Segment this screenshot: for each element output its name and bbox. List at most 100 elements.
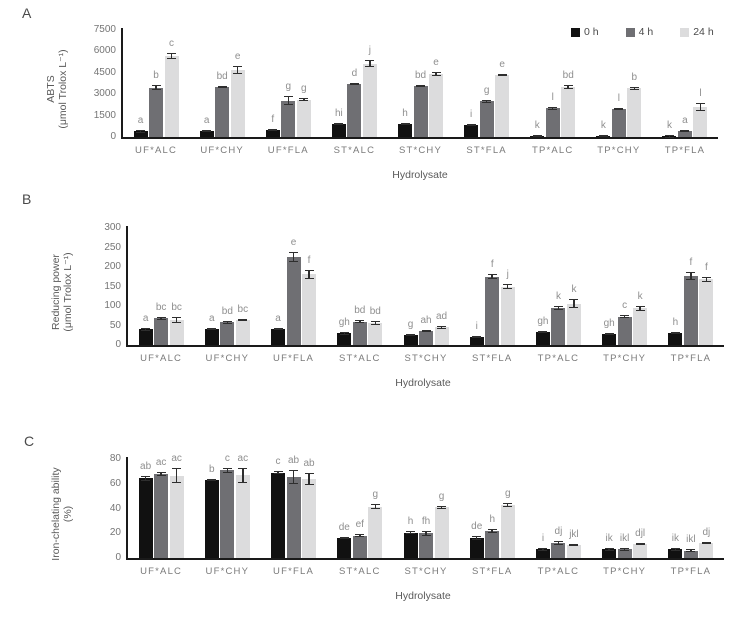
- sig-letter: ik: [605, 533, 613, 545]
- bar: [434, 327, 449, 345]
- error-bar: [553, 305, 563, 311]
- bar: [434, 507, 449, 558]
- sig-letter: a: [142, 313, 149, 325]
- error-bar: [635, 306, 645, 311]
- bar: [154, 473, 169, 558]
- sig-letter: k: [534, 119, 540, 131]
- panel-b-label: B: [22, 191, 32, 207]
- error-bar: [156, 471, 166, 476]
- sig-letter: a: [682, 114, 688, 126]
- error-bar: [222, 321, 232, 324]
- sig-letter: ac: [155, 456, 167, 468]
- bar: [693, 107, 708, 137]
- bar: [633, 543, 648, 558]
- sig-letter: ikl: [619, 533, 630, 545]
- bar: [677, 130, 692, 137]
- tick-label: 200: [104, 261, 121, 272]
- error-bar: [238, 318, 248, 322]
- error-bar: [635, 542, 645, 546]
- sig-letter: f: [307, 254, 311, 266]
- sig-letter: bd: [354, 305, 366, 317]
- sig-letter: e: [234, 50, 241, 62]
- bar: [485, 530, 500, 558]
- legend-swatch-4h-icon: [625, 27, 635, 37]
- error-bar: [233, 65, 243, 75]
- error-bar: [400, 122, 410, 126]
- error-bar: [167, 52, 177, 59]
- sig-letter: j: [368, 45, 371, 57]
- bar: [265, 129, 280, 137]
- category-label: ST*FLA: [466, 145, 507, 156]
- panel-b-x-axis-title: Hydrolysate: [395, 377, 451, 389]
- sig-letter: ab: [303, 457, 315, 469]
- sig-letter: hi: [334, 107, 343, 119]
- sig-letter: fh: [421, 515, 431, 527]
- bar: [347, 83, 362, 137]
- tick-label: 60: [109, 477, 121, 489]
- bar: [668, 549, 683, 558]
- category-label: UF*ALC: [140, 566, 183, 577]
- sig-letter: bc: [155, 301, 167, 313]
- sig-letter: gh: [537, 315, 549, 327]
- category-label: UF*FLA: [273, 566, 315, 577]
- error-bar: [563, 85, 573, 89]
- bar: [220, 470, 235, 558]
- bar: [627, 88, 642, 137]
- category-label: UF*ALC: [140, 353, 183, 364]
- bar: [235, 320, 250, 345]
- sig-letter: b: [209, 463, 215, 475]
- bar: [164, 55, 179, 137]
- error-bar: [482, 100, 492, 103]
- sig-letter: a: [209, 312, 215, 324]
- bar: [611, 109, 626, 137]
- sig-letter: de: [338, 521, 350, 533]
- error-bar: [497, 73, 507, 77]
- sig-letter: g: [407, 318, 414, 330]
- error-bar: [339, 331, 349, 335]
- sig-letter: gh: [338, 316, 350, 328]
- category-label: TP*ALC: [531, 145, 574, 156]
- error-bar: [370, 504, 380, 510]
- sig-letter: bc: [237, 303, 249, 315]
- sig-letter: f: [704, 262, 708, 274]
- error-bar: [503, 284, 513, 289]
- panel-c-x-axis-title: Hydrolysate: [395, 590, 451, 602]
- sig-letter: l: [551, 92, 554, 104]
- bar: [169, 320, 184, 345]
- sig-letter: de: [471, 521, 483, 533]
- error-bar: [604, 332, 614, 336]
- bar: [602, 549, 617, 558]
- error-bar: [289, 469, 299, 485]
- category-label: ST*FLA: [471, 353, 513, 364]
- category-label: TP*FLA: [670, 566, 712, 577]
- sig-letter: k: [600, 119, 606, 131]
- bar: [149, 87, 164, 137]
- panel-c-y-axis-title-line1: Iron-chelating ability: [50, 467, 62, 561]
- legend-item-24h: 24 h: [680, 26, 714, 38]
- legend-item-0h: 0 h: [571, 26, 599, 38]
- error-bar: [532, 134, 542, 138]
- bar: [368, 506, 383, 558]
- sig-letter: ac: [237, 452, 249, 464]
- error-bar: [620, 314, 630, 319]
- error-bar: [238, 467, 248, 483]
- error-bar: [304, 472, 314, 485]
- bar: [133, 131, 148, 137]
- bar: [479, 101, 494, 137]
- error-bar: [664, 135, 674, 138]
- sig-letter: j: [506, 269, 509, 281]
- category-label: TP*ALC: [537, 566, 580, 577]
- sig-letter: i: [541, 533, 545, 545]
- bar: [535, 332, 550, 345]
- legend-swatch-0h-icon: [571, 27, 580, 37]
- category-label: ST*CHY: [398, 145, 443, 156]
- error-bar: [466, 123, 476, 127]
- sig-letter: e: [433, 56, 439, 68]
- bar: [368, 322, 383, 345]
- bar: [535, 549, 550, 558]
- sig-letter: ik: [671, 533, 679, 545]
- error-bar: [421, 329, 431, 333]
- legend-label-4h: 4 h: [638, 26, 654, 38]
- sig-letter: g: [372, 489, 379, 501]
- panel-c-label: C: [24, 433, 35, 449]
